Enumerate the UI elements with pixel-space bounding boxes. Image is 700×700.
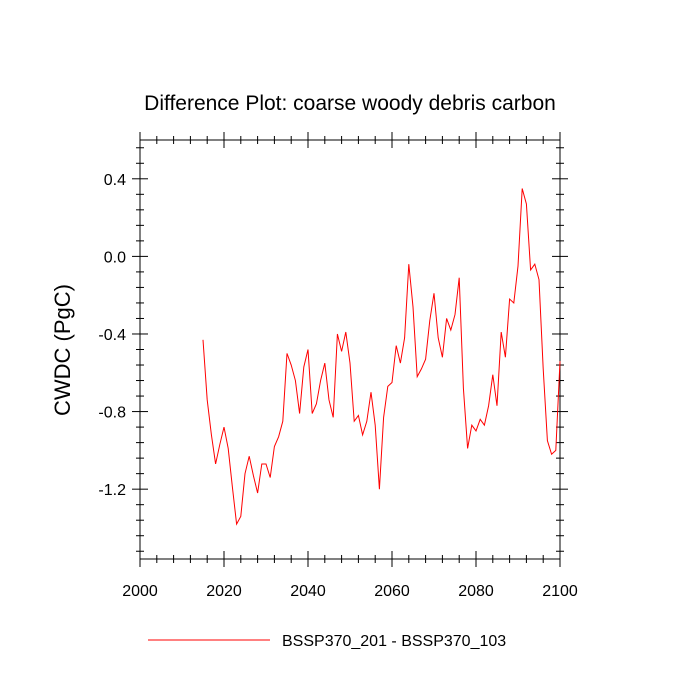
series-line	[202, 188, 561, 526]
y-tick-label: 0.0	[104, 249, 126, 266]
x-tick-label: 2100	[542, 583, 578, 600]
axis-ticks	[132, 132, 568, 567]
x-tick-labels: 2000 2020 2040 2060 2080 2100	[122, 583, 578, 600]
y-axis-label: CWDC (PgC)	[50, 284, 75, 416]
x-tick-label: 2060	[374, 583, 410, 600]
x-tick-label: 2000	[122, 583, 158, 600]
x-tick-label: 2080	[458, 583, 494, 600]
chart-title: Difference Plot: coarse woody debris car…	[144, 92, 556, 115]
x-tick-label: 2040	[290, 583, 326, 600]
plot-frame	[139, 139, 561, 560]
y-tick-label: -0.4	[98, 327, 126, 344]
y-tick-label: -1.2	[98, 482, 126, 499]
y-tick-label: -0.8	[98, 405, 126, 422]
x-tick-label: 2020	[206, 583, 242, 600]
y-tick-labels: 0.4 0.0 -0.4 -0.8 -1.2	[98, 172, 126, 499]
legend-label: BSSP370_201 - BSSP370_103	[282, 633, 506, 650]
y-tick-label: 0.4	[104, 172, 126, 189]
